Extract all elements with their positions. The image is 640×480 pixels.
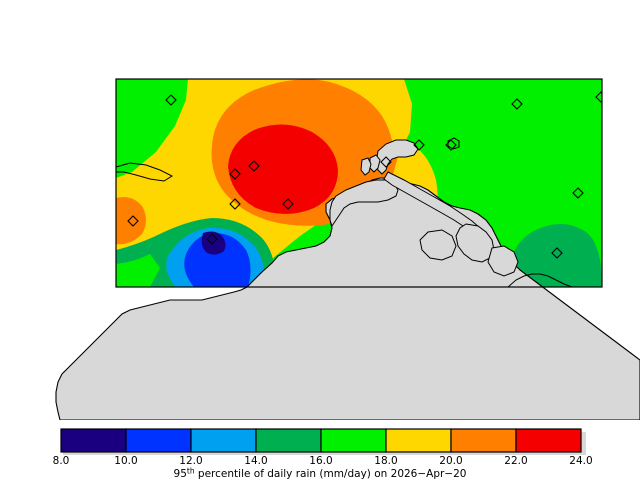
colorbar-tick-label: 16.0: [309, 455, 332, 467]
colorbar-tick-label: 14.0: [244, 455, 267, 467]
land-inner-coast: [329, 179, 399, 228]
coast-outline-west-inlet: [115, 162, 174, 182]
colorbar-band-20-22[interactable]: [450, 428, 517, 453]
colorbar-bands: [60, 428, 582, 453]
station-marker[interactable]: [572, 187, 584, 199]
station-marker[interactable]: [282, 198, 294, 210]
station-markers: [127, 91, 606, 259]
colorbar-band-14-16[interactable]: [255, 428, 322, 453]
colorbar-tick-label: 8.0: [53, 455, 70, 467]
station-marker[interactable]: [595, 91, 606, 103]
station-marker[interactable]: [445, 139, 457, 151]
station-marker[interactable]: [413, 139, 425, 151]
station-marker[interactable]: [229, 198, 241, 210]
map-panel: [55, 78, 640, 420]
colorbar-tick-label: 18.0: [374, 455, 397, 467]
colorbar-band-16-18[interactable]: [320, 428, 387, 453]
colorbar-tick-label: 20.0: [439, 455, 462, 467]
station-marker[interactable]: [248, 160, 260, 172]
land-island-east-1: [455, 223, 495, 263]
map-svg: [55, 78, 640, 420]
plot-frame: [115, 78, 603, 288]
colorbar-tick-label: 22.0: [504, 455, 527, 467]
contour-band-10-12-southwest: [184, 232, 251, 287]
station-marker[interactable]: [380, 156, 392, 168]
colorbar-band-8-10[interactable]: [60, 428, 127, 453]
land-peninsula-head: [375, 139, 419, 175]
station-marker[interactable]: [206, 233, 218, 245]
station-marker[interactable]: [551, 247, 563, 259]
contour-band-20-22-west-edge: [116, 197, 146, 245]
colorbar-svg: 8.0 10.0 12.0 14.0 16.0 18.0 20.0 22.0 2…: [53, 428, 593, 480]
contour-band-22-24-maximum: [228, 124, 338, 214]
colorbar-tick-label: 12.0: [179, 455, 202, 467]
colorbar-band-10-12[interactable]: [125, 428, 192, 453]
coast-outline-southeast: [507, 273, 573, 288]
coast-outline-small-island: [447, 137, 460, 150]
colorbar-band-22-24[interactable]: [515, 428, 582, 453]
colorbar-tick-label: 24.0: [569, 455, 592, 467]
colorbar-panel: 8.0 10.0 12.0 14.0 16.0 18.0 20.0 22.0 2…: [0, 425, 640, 480]
land-peninsula-finger-b: [360, 157, 372, 176]
land-island-east-3: [487, 245, 519, 277]
contour-band-16-18-southwest-lip: [116, 254, 160, 287]
land-layer: [55, 137, 640, 420]
land-island-east-2: [419, 229, 457, 261]
station-marker[interactable]: [165, 94, 177, 106]
station-marker[interactable]: [511, 98, 523, 110]
colorbar-caption: 95th percentile of daily rain (mm/day) o…: [174, 467, 467, 480]
colorbar-band-18-20[interactable]: [385, 428, 452, 453]
colorbar-band-12-14[interactable]: [190, 428, 257, 453]
station-marker[interactable]: [229, 168, 241, 180]
station-marker[interactable]: [127, 215, 139, 227]
colorbar-tick-labels: 8.0 10.0 12.0 14.0 16.0 18.0 20.0 22.0 2…: [53, 455, 593, 467]
colorbar-tick-label: 10.0: [114, 455, 137, 467]
